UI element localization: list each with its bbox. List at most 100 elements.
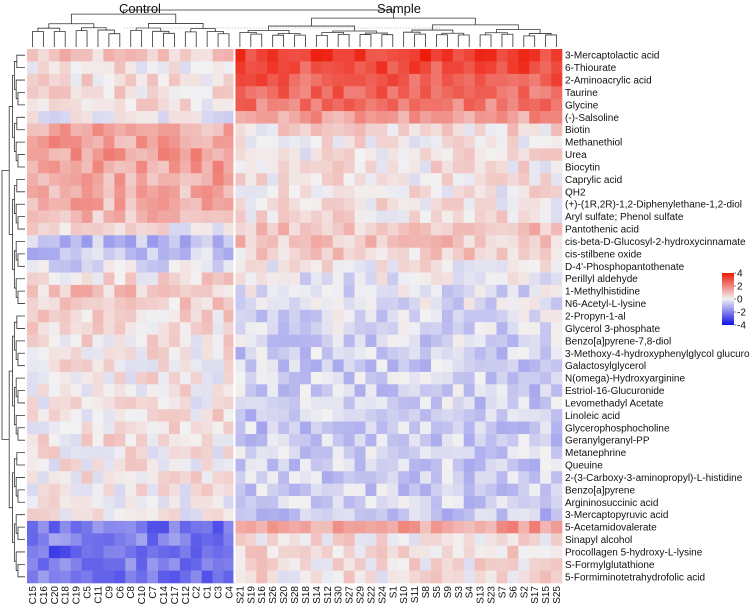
heatmap-cell (147, 223, 158, 236)
heatmap-cell (551, 49, 562, 62)
heatmap-cell (322, 86, 333, 99)
heatmap-cell (333, 86, 344, 99)
heatmap-cell (82, 297, 93, 310)
heatmap-cell (224, 521, 235, 534)
heatmap-cell (365, 397, 376, 410)
heatmap-cell (376, 571, 387, 584)
heatmap-cell (322, 285, 333, 298)
heatmap-cell (103, 198, 114, 211)
heatmap-cell (224, 446, 235, 459)
heatmap-cell (420, 248, 431, 261)
heatmap-cell (147, 484, 158, 497)
heatmap-cell (27, 223, 38, 236)
heatmap-cell (289, 99, 300, 112)
heatmap-cell (256, 186, 267, 199)
heatmap-cell (234, 533, 245, 546)
heatmap-cell (289, 446, 300, 459)
heatmap-cell (300, 186, 311, 199)
heatmap-cell (475, 533, 486, 546)
heatmap-cell (289, 521, 300, 534)
heatmap-cell (245, 521, 256, 534)
heatmap-cell (409, 86, 420, 99)
heatmap-cell (453, 359, 464, 372)
heatmap-cell (60, 148, 71, 161)
heatmap-cell (464, 347, 475, 360)
heatmap-cell (431, 235, 442, 248)
heatmap-cell (38, 471, 49, 484)
heatmap-cell (125, 99, 136, 112)
heatmap-cell (71, 571, 82, 584)
heatmap-cell (202, 434, 213, 447)
heatmap-cell (507, 496, 518, 509)
heatmap-cell (387, 235, 398, 248)
heatmap-cell (529, 434, 540, 447)
heatmap-cell (180, 186, 191, 199)
heatmap-cell (49, 422, 60, 435)
heatmap-cell (103, 136, 114, 149)
heatmap-cell (398, 260, 409, 273)
heatmap-cell (38, 111, 49, 124)
heatmap-cell (540, 49, 551, 62)
row-label: Pantothenic acid (565, 225, 639, 236)
heatmap-cell (169, 335, 180, 348)
heatmap-cell (300, 459, 311, 472)
heatmap-cell (322, 99, 333, 112)
heatmap-cell (38, 446, 49, 459)
heatmap-cell (398, 61, 409, 74)
heatmap-cell (234, 484, 245, 497)
heatmap-cell (82, 508, 93, 521)
heatmap-cell (486, 136, 497, 149)
row-label: Biocytin (565, 162, 600, 173)
heatmap-cell (529, 508, 540, 521)
heatmap-cell (93, 223, 104, 236)
heatmap-cell (486, 260, 497, 273)
heatmap-cell (507, 260, 518, 273)
heatmap-cell (431, 347, 442, 360)
heatmap-cell (125, 223, 136, 236)
heatmap-cell (518, 273, 529, 286)
heatmap-cell (191, 310, 202, 323)
heatmap-cell (38, 397, 49, 410)
heatmap-cell (38, 546, 49, 559)
heatmap-cell (551, 446, 562, 459)
heatmap-cell (202, 124, 213, 137)
heatmap-cell (93, 397, 104, 410)
heatmap-cell (453, 310, 464, 323)
row-label: cis-beta-D-Glucosyl-2-hydroxycinnamate (565, 237, 746, 248)
heatmap-cell (420, 521, 431, 534)
heatmap-cell (213, 285, 224, 298)
heatmap-cell (475, 99, 486, 112)
dendrogram-branch (16, 80, 25, 99)
heatmap-cell (409, 111, 420, 124)
heatmap-cell (202, 459, 213, 472)
heatmap-cell (169, 49, 180, 62)
heatmap-cell (125, 508, 136, 521)
heatmap-cell (507, 434, 518, 447)
heatmap-cell (475, 198, 486, 211)
heatmap-cell (540, 260, 551, 273)
heatmap-cell (213, 273, 224, 286)
heatmap-cell (60, 161, 71, 174)
heatmap-cell (322, 359, 333, 372)
heatmap-cell (529, 136, 540, 149)
dendrogram-branch (54, 31, 65, 47)
heatmap-cell (376, 459, 387, 472)
heatmap-cell (409, 347, 420, 360)
heatmap-cell (60, 384, 71, 397)
heatmap-cell (60, 99, 71, 112)
heatmap-cell (333, 446, 344, 459)
heatmap-cell (496, 546, 507, 559)
heatmap-cell (38, 359, 49, 372)
heatmap-cell (442, 359, 453, 372)
heatmap-cell (169, 210, 180, 223)
heatmap-cell (464, 74, 475, 87)
heatmap-cell (180, 86, 191, 99)
heatmap-cell (71, 558, 82, 571)
heatmap-cell (311, 484, 322, 497)
heatmap-cell (114, 496, 125, 509)
heatmap-cell (344, 558, 355, 571)
heatmap-cell (234, 521, 245, 534)
heatmap-cell (475, 384, 486, 397)
heatmap-cell (355, 235, 366, 248)
heatmap-cell (147, 422, 158, 435)
